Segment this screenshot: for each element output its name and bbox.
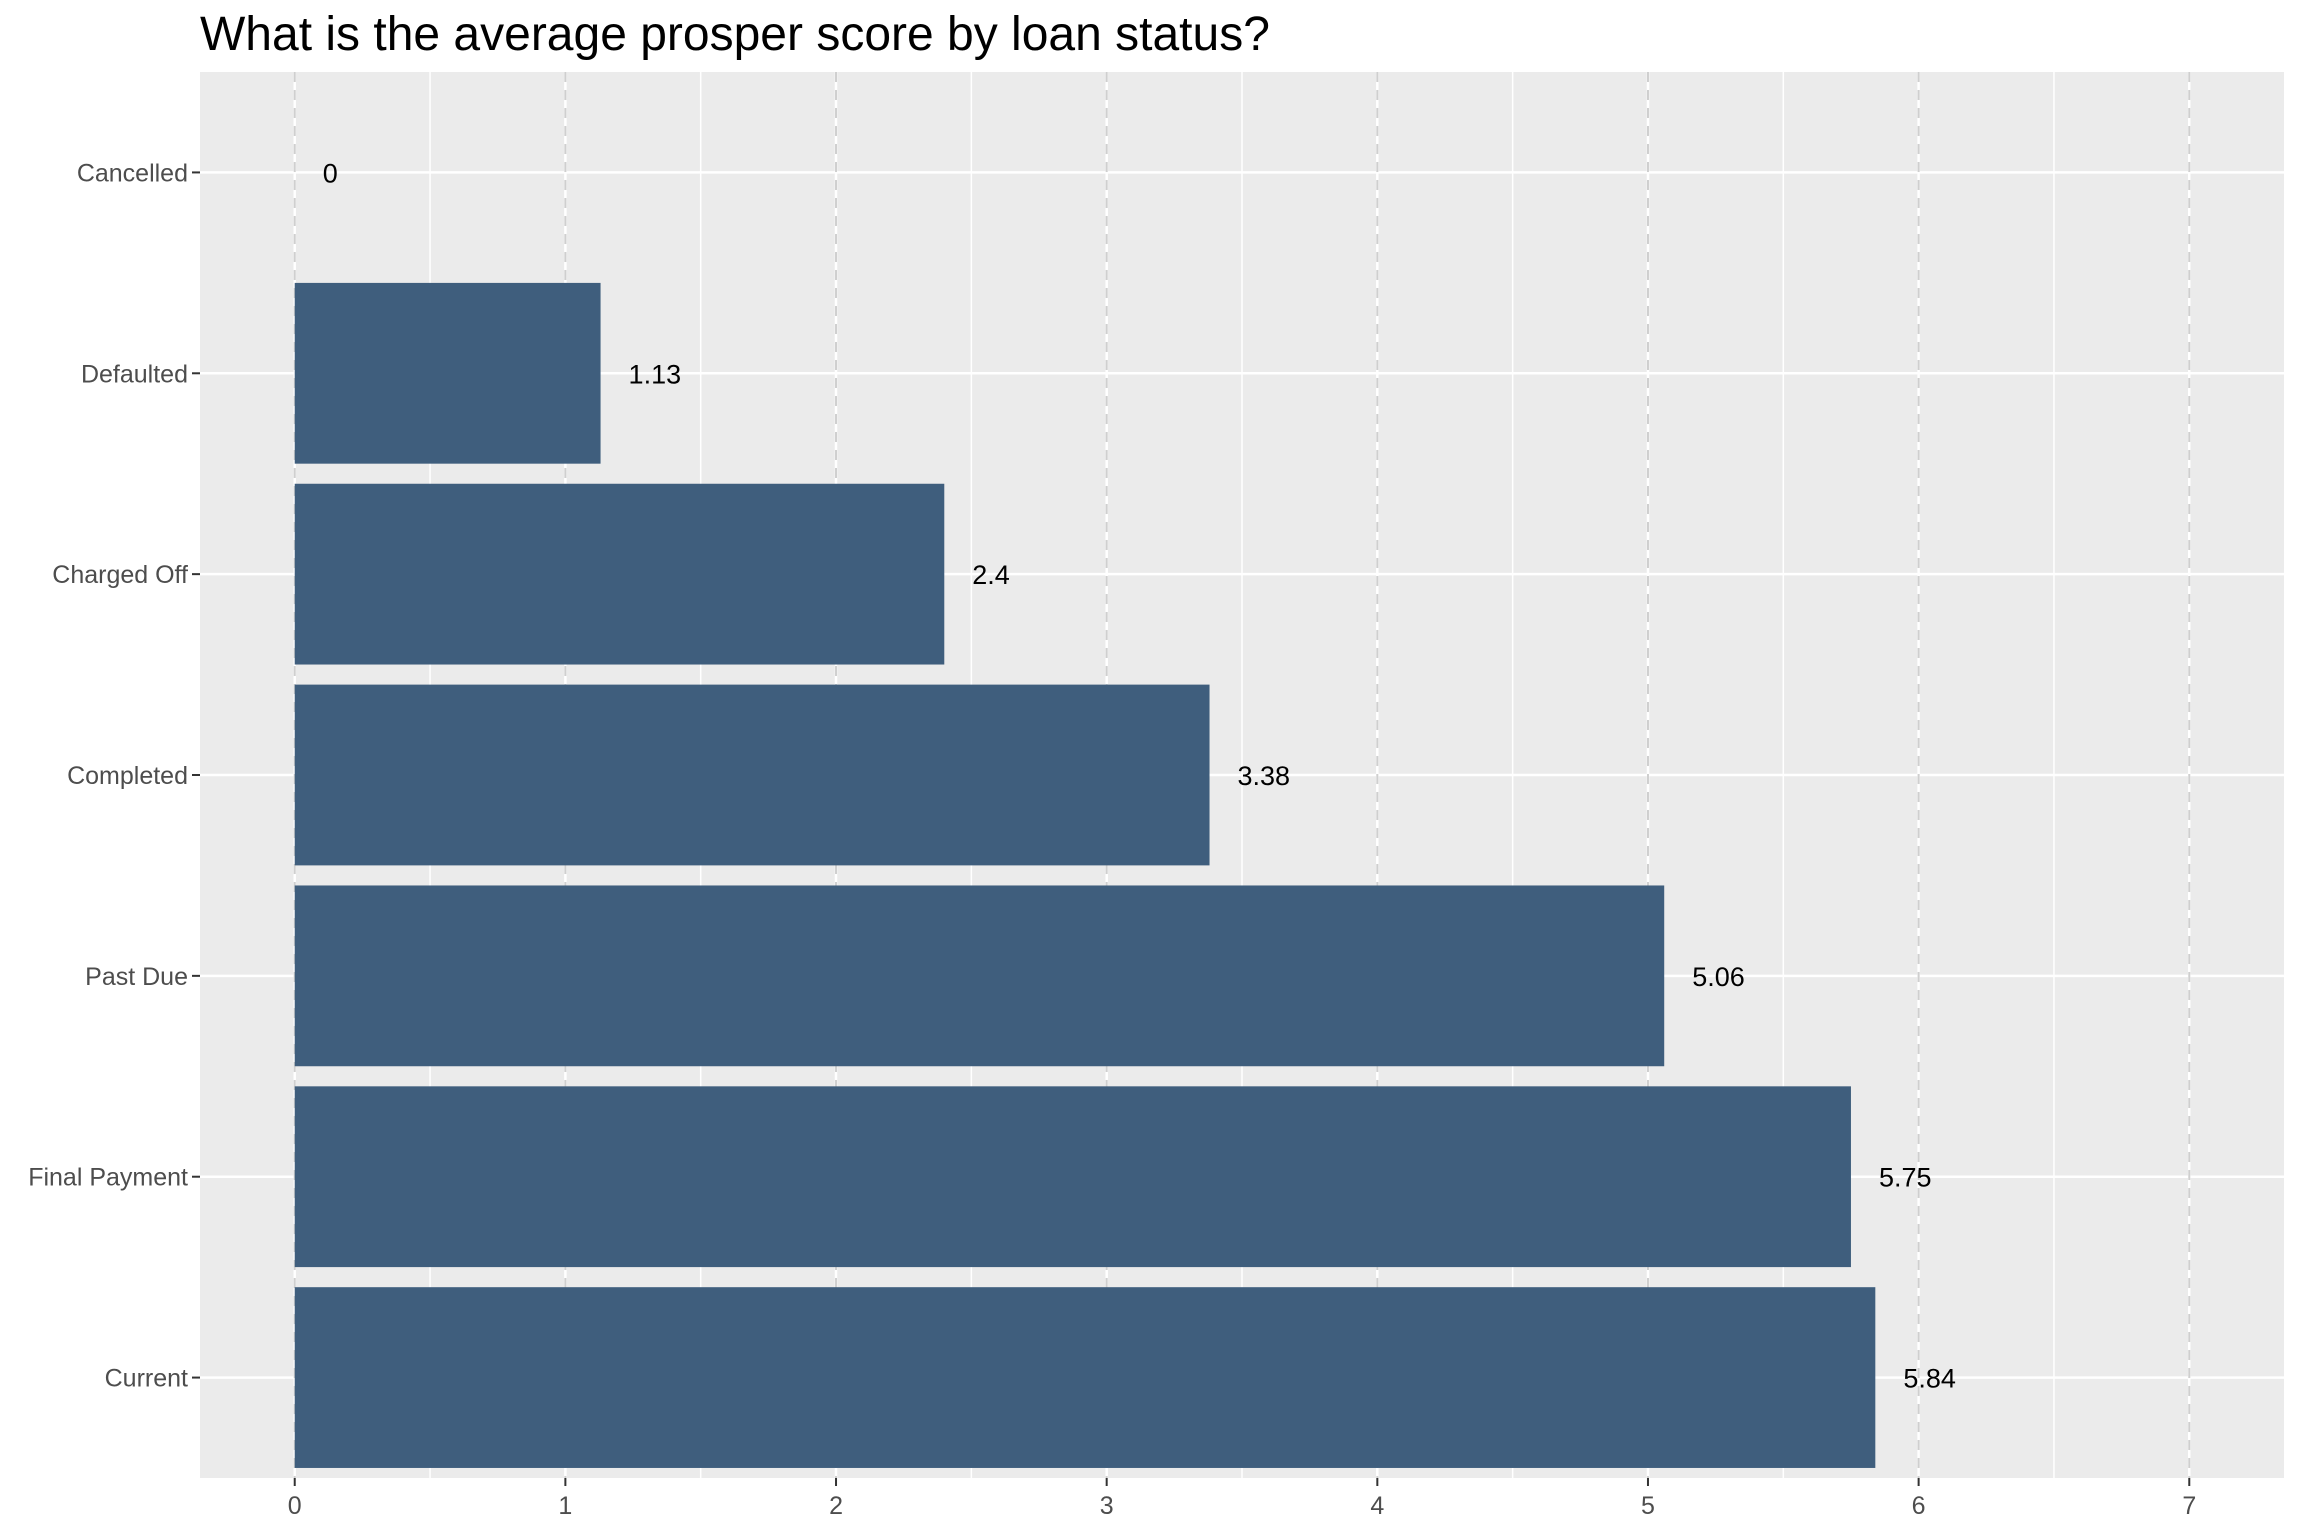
x-tick-label: 6	[1912, 1492, 1926, 1520]
bar-defaulted	[294, 282, 601, 464]
data-label: 5.06	[1692, 962, 1745, 992]
x-tick-label: 0	[288, 1492, 302, 1520]
bar-past-due	[294, 885, 1665, 1067]
y-tick-label: Current	[105, 1365, 188, 1393]
y-tick-label: Cancelled	[77, 159, 188, 187]
data-label: 5.84	[1903, 1364, 1956, 1394]
y-tick-label: Completed	[67, 762, 188, 790]
x-tick-label: 1	[558, 1492, 572, 1520]
y-tick-label: Defaulted	[81, 360, 188, 388]
data-label: 0	[323, 158, 338, 188]
x-tick-label: 4	[1370, 1492, 1384, 1520]
x-tick-label: 7	[2182, 1492, 2196, 1520]
data-labels: 0 1.13 2.4 3.38 5.06 5.75 5.84	[323, 158, 1956, 1393]
data-label: 5.75	[1879, 1163, 1932, 1193]
chart-title: What is the average prosper score by loa…	[200, 8, 1270, 61]
x-tick-label: 3	[1100, 1492, 1114, 1520]
data-label: 3.38	[1238, 761, 1291, 791]
x-axis: 0 1 2 3 4 5 6 7	[288, 1478, 2196, 1520]
x-tick-label: 2	[829, 1492, 843, 1520]
x-tick-label: 5	[1641, 1492, 1655, 1520]
bars	[294, 282, 1876, 1468]
bar-current	[294, 1287, 1876, 1468]
y-axis: Cancelled Defaulted Charged Off Completed Pa…	[28, 159, 200, 1393]
y-tick-label: Charged Off	[52, 561, 188, 589]
y-tick-label: Past Due	[85, 963, 188, 991]
data-label: 2.4	[972, 560, 1010, 590]
bar-charged-off	[294, 483, 945, 665]
data-label: 1.13	[629, 359, 682, 389]
y-tick-label: Final Payment	[28, 1164, 188, 1192]
bar-completed	[294, 684, 1210, 866]
bar-final-payment	[294, 1086, 1851, 1268]
